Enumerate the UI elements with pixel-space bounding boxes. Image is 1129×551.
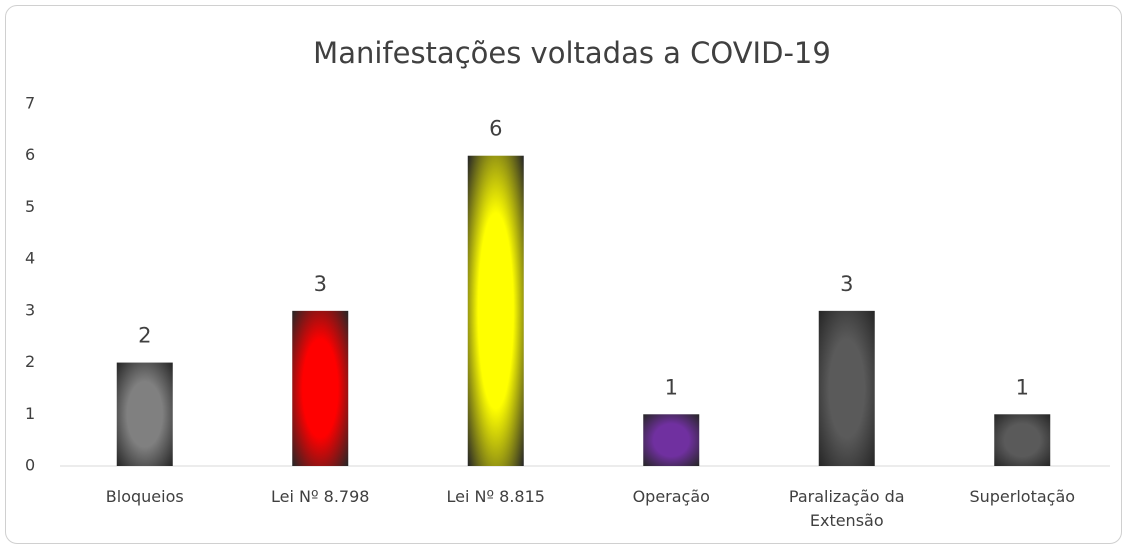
- y-tick-label: 3: [25, 300, 35, 319]
- y-tick-label: 7: [25, 94, 35, 113]
- bar: [643, 414, 700, 466]
- y-tick-label: 4: [25, 249, 35, 268]
- value-label: 1: [1016, 375, 1029, 399]
- x-tick-label: Superlotação: [969, 487, 1076, 506]
- chart-frame: [5, 5, 1122, 544]
- x-tick-label: Operação: [632, 487, 710, 506]
- y-tick-label: 5: [25, 197, 35, 216]
- chart-title: Manifestações voltadas a COVID-19: [313, 36, 831, 70]
- bar: [467, 155, 524, 466]
- value-label: 3: [314, 272, 327, 296]
- y-tick-label: 2: [25, 352, 35, 371]
- value-label: 6: [489, 117, 502, 141]
- bar: [818, 310, 875, 466]
- bar: [292, 310, 349, 466]
- x-tick-label: Paralização da Extensão: [788, 487, 905, 530]
- value-label: 3: [840, 272, 853, 296]
- y-tick-label: 1: [25, 404, 35, 423]
- value-label: 2: [138, 324, 151, 348]
- bar: [994, 414, 1051, 466]
- bar: [116, 362, 173, 466]
- x-tick-label: Lei Nº 8.798: [271, 487, 370, 506]
- x-tick-label: Bloqueios: [105, 487, 184, 506]
- x-tick-label: Lei Nº 8.815: [446, 487, 545, 506]
- value-label: 1: [665, 375, 678, 399]
- y-tick-label: 0: [25, 456, 35, 475]
- y-tick-label: 6: [25, 145, 35, 164]
